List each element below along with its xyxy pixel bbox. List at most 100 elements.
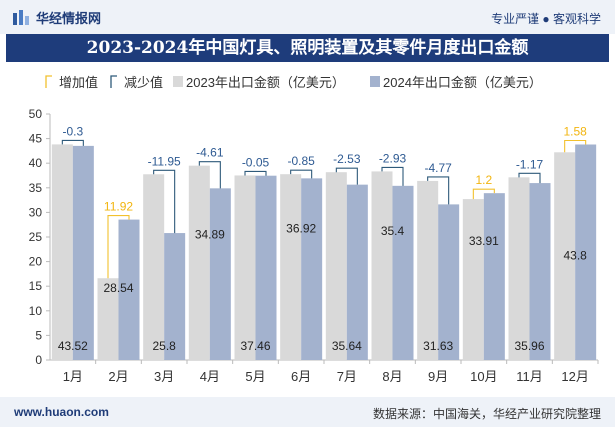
y-tick-label: 5 (35, 328, 42, 342)
value-label-2024: 43.52 (58, 339, 88, 353)
bar-2023 (417, 180, 439, 360)
x-tick-label: 7月 (337, 369, 357, 384)
legend-swatch-b23 (173, 76, 183, 87)
difference-label: 1.2 (475, 173, 492, 187)
bar-2023 (143, 174, 165, 360)
x-tick-label: 2月 (108, 369, 128, 384)
difference-label: -0.05 (242, 155, 270, 169)
legend-swatch-inc (45, 75, 52, 88)
difference-label: -11.95 (148, 154, 181, 168)
huajing-logo-icon (12, 9, 30, 27)
y-tick-label: 50 (29, 107, 43, 121)
value-label-2024: 33.91 (469, 234, 499, 248)
bar-2024 (72, 145, 94, 360)
decrease-bracket (335, 167, 358, 185)
difference-label: -0.3 (62, 124, 83, 138)
increase-bracket (564, 139, 587, 153)
bar-2024 (118, 219, 140, 360)
difference-label: -1.17 (516, 157, 544, 171)
brand-name: 华经情报网 (36, 11, 102, 26)
footer: www.huaon.com 数据来源：中国海关，华经产业研究院整理 (0, 397, 615, 427)
decrease-bracket (518, 172, 541, 184)
difference-label: 11.92 (104, 200, 133, 214)
difference-label: 1.58 (563, 125, 587, 139)
data-source: 数据来源：中国海关，华经产业研究院整理 (372, 407, 601, 421)
x-tick-label: 8月 (382, 369, 402, 384)
x-tick-label: 12月 (561, 369, 588, 384)
increase-bracket (472, 188, 495, 200)
y-tick-label: 0 (35, 353, 42, 367)
x-tick-label: 3月 (154, 369, 174, 384)
legend-label: 减少值 (124, 75, 163, 90)
value-label-2024: 35.96 (514, 339, 544, 353)
decrease-bracket (198, 161, 221, 189)
x-tick-label: 11月 (516, 369, 543, 384)
legend-label: 2024年出口金额（亿美元） (383, 75, 542, 90)
bar-2023 (188, 165, 210, 360)
brand[interactable]: 华经情报网 (12, 8, 101, 27)
top-bar: 华经情报网 专业严谨 ● 客观科学 (0, 0, 615, 34)
value-label-2024: 35.4 (381, 224, 405, 238)
decrease-bracket (381, 166, 404, 186)
bar-2023 (51, 144, 73, 360)
x-tick-label: 1月 (63, 369, 83, 384)
bar-2024 (209, 188, 231, 360)
legend-label: 增加值 (59, 75, 98, 90)
bar-2023 (325, 172, 347, 360)
website-link[interactable]: www.huaon.com (14, 405, 109, 419)
decrease-bracket (290, 169, 313, 179)
x-tick-label: 9月 (428, 369, 448, 384)
bar-2024 (346, 184, 368, 360)
value-label-2024: 36.92 (286, 221, 316, 235)
bar-2024 (529, 183, 551, 360)
chart-area: 增加值 减少值 2023年出口金额（亿美元） 2024年出口金额（亿美元） 0 5 10 15… (29, 75, 599, 384)
value-label-2024: 34.89 (195, 227, 225, 241)
legend-label: 2023年出口金额（亿美元） (186, 75, 345, 90)
y-tick-label: 15 (29, 279, 43, 293)
bar-2024 (438, 204, 460, 360)
value-label-2024: 35.64 (332, 339, 362, 353)
increase-bracket (107, 215, 130, 279)
y-tick-label: 10 (29, 304, 43, 318)
bar-2023 (234, 175, 256, 360)
y-tick-label: 45 (29, 132, 43, 146)
value-label-2024: 28.54 (103, 281, 133, 295)
bar-2023 (554, 152, 576, 360)
difference-label: -2.53 (333, 152, 361, 166)
bar-2023 (280, 174, 302, 360)
value-label-2024: 37.46 (240, 339, 270, 353)
bar-2024 (575, 144, 597, 360)
x-tick-label: 5月 (245, 369, 265, 384)
value-label-2024: 31.63 (423, 339, 453, 353)
y-tick-label: 20 (29, 255, 43, 269)
decrease-bracket (244, 170, 267, 176)
bar-2024 (301, 178, 323, 360)
bar-2024 (392, 185, 414, 360)
decrease-bracket (153, 169, 176, 234)
bar-2024 (483, 193, 505, 360)
x-tick-label: 4月 (200, 369, 220, 384)
bar-2023 (462, 199, 484, 360)
y-tick-label: 25 (29, 230, 43, 244)
value-label-2024: 43.8 (563, 249, 587, 263)
difference-label: -0.85 (287, 154, 315, 168)
value-label-2024: 25.8 (152, 339, 176, 353)
bar-2024 (164, 233, 186, 360)
legend-swatch-dec (110, 75, 117, 88)
bar-2023 (371, 171, 393, 360)
y-tick-label: 40 (29, 156, 43, 170)
x-tick-label: 6月 (291, 369, 311, 384)
bar-2023 (508, 177, 530, 360)
x-tick-label: 10月 (470, 369, 497, 384)
difference-label: -2.93 (379, 151, 407, 165)
difference-label: -4.77 (424, 161, 452, 175)
y-tick-label: 35 (29, 181, 43, 195)
bar-2024 (255, 175, 277, 360)
difference-label: -4.61 (196, 146, 224, 160)
decrease-bracket (61, 139, 84, 146)
decrease-bracket (427, 176, 450, 205)
chart-title: 2023-2024年中国灯具、照明装置及其零件月度出口金额 (6, 34, 609, 62)
bar-2023 (97, 278, 119, 360)
slogan: 专业严谨 ● 客观科学 (491, 12, 601, 26)
legend-swatch-b24 (370, 76, 380, 87)
